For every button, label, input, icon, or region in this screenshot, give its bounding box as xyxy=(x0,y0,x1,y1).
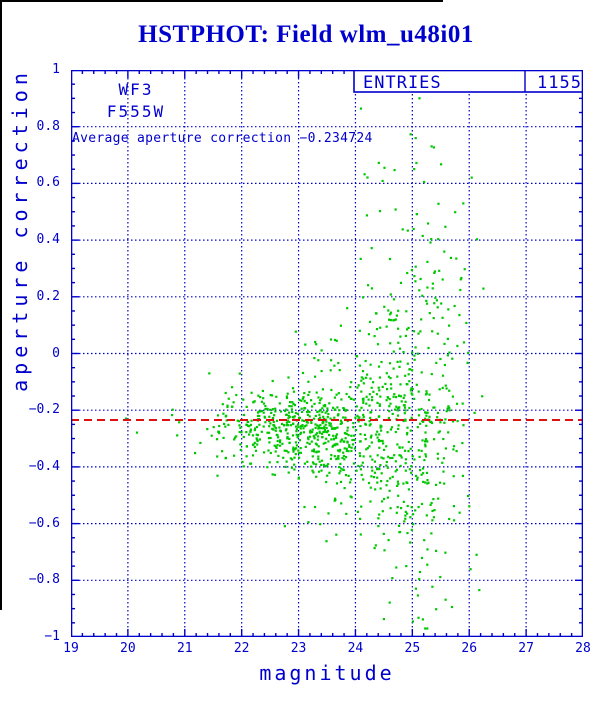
scatter-points xyxy=(124,97,485,630)
entries-box xyxy=(353,70,583,93)
x-tick-label: 24 xyxy=(347,641,364,656)
x-tick-label: 28 xyxy=(575,641,591,656)
average-correction-label: Average aperture correction −0.234724 xyxy=(72,131,373,146)
page-title: HSTPHOT: Field wlm_u48i01 xyxy=(138,21,474,48)
y-tick-label: −0.4 xyxy=(28,458,60,474)
y-tick-label: 0.6 xyxy=(36,175,60,191)
y-tick-label: 0.8 xyxy=(36,118,60,134)
x-tick-label: 27 xyxy=(518,641,534,656)
y-tick-label: 0.2 xyxy=(36,288,60,304)
y-tick-label: −0.6 xyxy=(28,515,60,531)
y-tick-label: 0.4 xyxy=(36,232,60,248)
x-tick-label: 23 xyxy=(290,641,307,656)
plot-canvas xyxy=(71,70,583,637)
x-tick-label: 19 xyxy=(63,641,79,656)
x-tick-label: 21 xyxy=(176,641,193,656)
x-tick-label: 25 xyxy=(404,641,421,656)
filter-label: F555W xyxy=(106,102,166,121)
plot-area xyxy=(71,70,583,637)
y-tick-label: −1 xyxy=(44,629,60,644)
x-tick-label: 20 xyxy=(120,641,136,656)
y-axis-title: aperture correction xyxy=(8,68,32,392)
x-tick-label: 22 xyxy=(233,641,250,656)
y-tick-label: −0.8 xyxy=(28,572,60,588)
x-tick-label: 26 xyxy=(461,641,478,656)
y-tick-label: −0.2 xyxy=(28,402,60,418)
entries-box-label: ENTRIES xyxy=(363,73,442,93)
scan-border-left xyxy=(0,0,2,610)
y-tick-label: 1 xyxy=(52,62,60,77)
entries-box-value: 1155 xyxy=(537,73,582,93)
scan-border-top xyxy=(0,0,443,2)
camera-label: WF3 xyxy=(118,80,154,99)
y-tick-label: 0 xyxy=(52,345,60,361)
x-axis-title: magnitude xyxy=(259,661,395,685)
